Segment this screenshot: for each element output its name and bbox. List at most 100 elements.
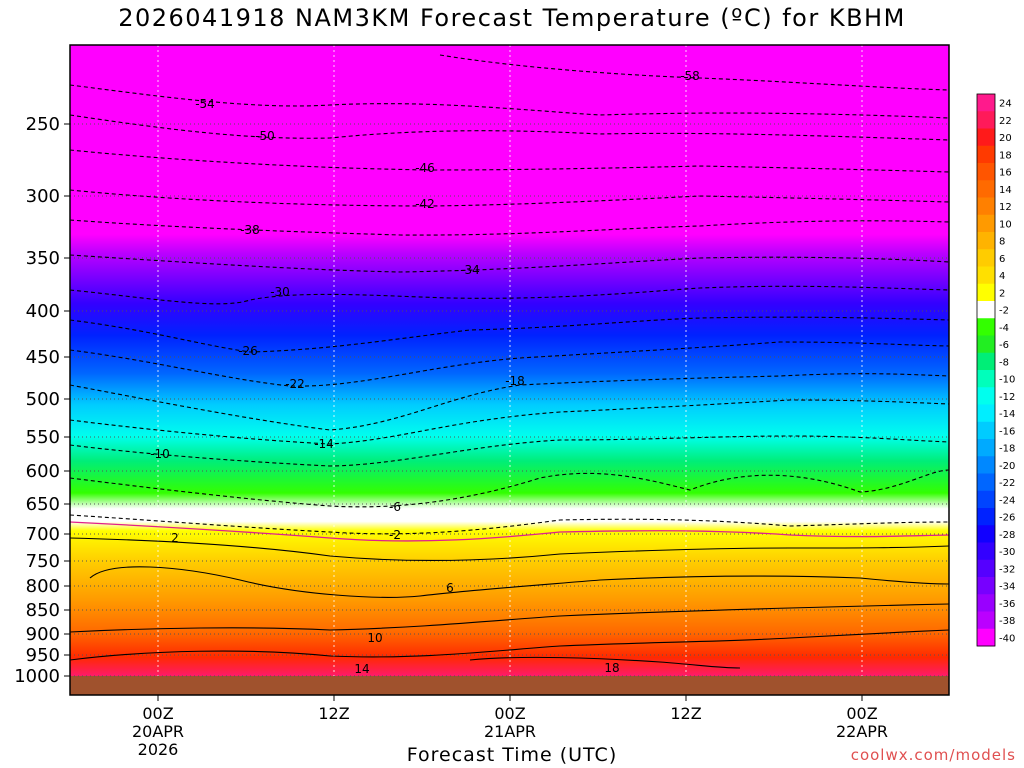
colorbar-label: -12 [999, 392, 1015, 403]
colorbar-swatch [977, 266, 995, 285]
colorbar-swatch [977, 197, 995, 216]
colorbar-swatch [977, 611, 995, 630]
grid-lines [70, 45, 949, 677]
colorbar-swatch [977, 111, 995, 129]
contour-label: 14 [354, 662, 369, 676]
colorbar-label: -20 [999, 461, 1015, 472]
colorbar-label: -38 [999, 616, 1015, 627]
y-tick-label: 400 [26, 301, 60, 322]
colorbar-label: -36 [999, 599, 1015, 610]
colorbar-label: -24 [999, 495, 1015, 506]
colorbar-swatch [977, 145, 995, 164]
x-tick-label: 00Z [494, 704, 525, 723]
y-tick-label: 850 [26, 600, 60, 621]
colorbar-swatch [977, 404, 995, 423]
colorbar-swatch [977, 214, 995, 233]
contour-line [69, 603, 950, 633]
contour-line [439, 54, 950, 91]
contour-label: 10 [367, 631, 382, 645]
contour-label: -54 [195, 97, 215, 111]
colorbar-swatch [977, 525, 995, 543]
colorbar-label: -10 [999, 375, 1015, 386]
contour-line [69, 629, 950, 661]
colorbar-label: 4 [999, 271, 1005, 282]
contour-label: -34 [460, 263, 480, 277]
y-tick-label: 300 [26, 186, 60, 207]
colorbar-label: 20 [999, 133, 1012, 144]
contour-label: -26 [238, 344, 258, 358]
y-axis-ticks: 250 300 350 400 450 500 550 600 650 700 750 800 850 9… [14, 114, 70, 687]
colorbar-label: -2 [999, 306, 1009, 317]
colorbar-swatch [977, 249, 995, 267]
colorbar-swatch [977, 180, 995, 198]
x-tick-label: 12Z [670, 704, 701, 723]
x-tick-label: 21APR [484, 722, 536, 741]
colorbar-label: -22 [999, 478, 1015, 489]
contour-label: -2 [389, 528, 401, 542]
y-tick-label: 700 [26, 524, 60, 545]
colorbar-swatch [977, 473, 995, 492]
y-tick-label: 250 [26, 114, 60, 135]
colorbar-label: 22 [999, 116, 1012, 127]
y-tick-label: 500 [26, 389, 60, 410]
contour-line [469, 656, 741, 669]
contour-label: 6 [446, 581, 454, 595]
contour-line [69, 219, 950, 236]
contour-line [69, 316, 950, 353]
colorbar-label: -26 [999, 513, 1015, 524]
colorbar-label: -14 [999, 409, 1015, 420]
colorbar-swatch [977, 577, 995, 595]
contour-line [69, 189, 950, 207]
contour-line [69, 114, 950, 141]
colorbar-label: -34 [999, 582, 1015, 593]
colorbar-label: 2 [999, 288, 1005, 299]
colorbar-label: 18 [999, 150, 1012, 161]
contour-label: 18 [604, 661, 619, 675]
x-tick-label: 2026 [138, 740, 179, 759]
colorbar: 24 22 20 18 16 14 12 10 8 6 4 2 -2 -4 -6 -8 -10 -12 -14 -16… [976, 93, 1015, 647]
x-tick-label: 00Z [846, 704, 877, 723]
colorbar-swatch [977, 370, 995, 388]
y-tick-label: 450 [26, 347, 60, 368]
colorbar-label: -28 [999, 530, 1015, 541]
colorbar-swatch [977, 542, 995, 561]
contour-line [69, 399, 950, 445]
contour-line [89, 566, 950, 598]
contour-label: -42 [415, 197, 435, 211]
contour-label: -6 [389, 500, 401, 514]
colorbar-swatch [977, 94, 995, 112]
contour-line [69, 341, 950, 387]
colorbar-label: -8 [999, 357, 1009, 368]
contour-label: -22 [285, 377, 305, 391]
colorbar-swatch [977, 594, 995, 612]
colorbar-swatch [977, 508, 995, 526]
y-tick-label: 1000 [14, 666, 60, 687]
colorbar-swatch [977, 232, 995, 250]
contour-label: -30 [270, 285, 290, 299]
y-tick-label: 750 [26, 551, 60, 572]
y-tick-label: 650 [26, 494, 60, 515]
colorbar-label: -32 [999, 564, 1015, 575]
contour-label: -18 [505, 374, 525, 388]
contour-label: -10 [150, 447, 170, 461]
zero-isotherm-line [69, 521, 950, 542]
colorbar-label: -4 [999, 323, 1009, 334]
contour-line [69, 373, 950, 431]
colorbar-label: -30 [999, 547, 1015, 558]
contour-line [69, 84, 950, 119]
y-tick-label: 350 [26, 248, 60, 269]
contour-label: -58 [680, 69, 700, 83]
contour-line [69, 254, 950, 273]
colorbar-swatch [977, 352, 995, 371]
colorbar-swatch [977, 439, 995, 457]
source-credit[interactable]: coolwx.com/models [850, 746, 1016, 764]
colorbar-swatch [977, 387, 995, 405]
colorbar-label: 6 [999, 254, 1005, 265]
colorbar-frame [976, 93, 996, 647]
contour-label: -46 [415, 161, 435, 175]
colorbar-swatch [977, 628, 995, 647]
contour-label: -38 [240, 223, 260, 237]
chart-title: 2026041918 NAM3KM Forecast Temperature (… [118, 4, 906, 32]
